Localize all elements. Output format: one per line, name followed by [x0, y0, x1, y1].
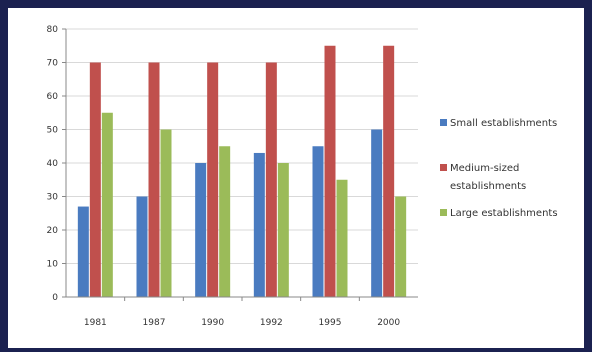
y-tick-label: 80: [47, 25, 59, 35]
bars: [77, 45, 407, 297]
legend: Small establishments Medium-sized establis…: [440, 118, 558, 219]
chart-frame: 0 10 20 30 40 50 60 70 80 1981 1987 1990 1992 1995 200…: [8, 8, 584, 348]
legend-label: establishments: [450, 181, 526, 192]
bar-large-establishments-1992: [277, 163, 289, 297]
x-tick-label: 2000: [377, 318, 400, 328]
bar-small-establishments-1981: [77, 206, 89, 297]
legend-swatch: [440, 119, 447, 126]
x-tick-label: 1987: [143, 318, 166, 328]
x-tick-label: 1995: [319, 318, 342, 328]
bar-chart: 0 10 20 30 40 50 60 70 80 1981 1987 1990 1992 1995 200…: [47, 25, 558, 328]
gridlines: [66, 28, 418, 264]
x-tick-label: 1981: [84, 318, 107, 328]
y-tick-label: 20: [47, 226, 59, 236]
y-tick-label: 40: [47, 159, 59, 169]
bar-small-establishments-1987: [136, 196, 148, 297]
legend-swatch: [440, 209, 447, 216]
y-tick-label: 0: [52, 293, 58, 303]
bar-medium-sized-establishments-1992: [265, 62, 277, 297]
bar-small-establishments-2000: [371, 129, 383, 297]
bar-medium-sized-establishments-1990: [207, 62, 219, 297]
bar-small-establishments-1992: [253, 152, 265, 297]
bar-large-establishments-2000: [395, 196, 407, 297]
y-tick-label: 30: [47, 193, 59, 203]
legend-swatch: [440, 164, 447, 171]
x-tick-label: 1990: [201, 318, 224, 328]
y-tick-label: 60: [47, 92, 59, 102]
bar-large-establishments-1981: [101, 112, 113, 297]
y-tick-label: 70: [47, 59, 59, 69]
bar-small-establishments-1990: [195, 163, 207, 297]
bar-large-establishments-1990: [219, 146, 231, 297]
legend-label: Large establishments: [450, 208, 558, 219]
bar-medium-sized-establishments-1981: [89, 62, 101, 297]
bar-medium-sized-establishments-1995: [324, 45, 336, 297]
legend-label: Small establishments: [450, 118, 557, 129]
y-tick-label: 50: [47, 126, 59, 136]
legend-label: Medium-sized: [450, 163, 519, 174]
axes: 0 10 20 30 40 50 60 70 80 1981 1987 1990 1992 1995 200…: [47, 25, 418, 328]
bar-large-establishments-1995: [336, 179, 348, 297]
x-tick-label: 1992: [260, 318, 283, 328]
bar-small-establishments-1995: [312, 146, 324, 297]
bar-medium-sized-establishments-2000: [383, 45, 395, 297]
bar-medium-sized-establishments-1987: [148, 62, 160, 297]
bar-large-establishments-1987: [160, 129, 172, 297]
y-tick-label: 10: [47, 260, 59, 270]
